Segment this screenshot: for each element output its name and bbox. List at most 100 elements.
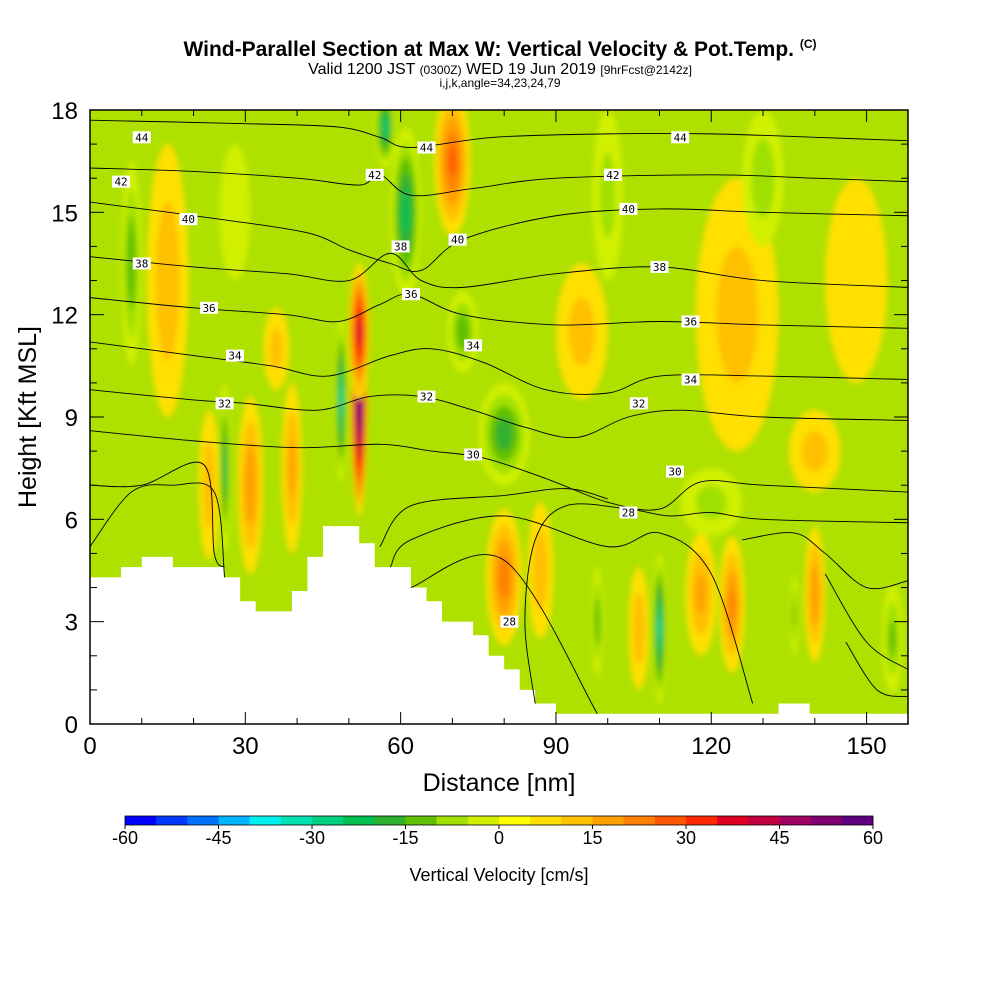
velocity-cell — [244, 445, 257, 525]
theta-label: 30 — [668, 466, 681, 479]
theta-contour-line — [410, 554, 598, 715]
theta-label-box — [112, 175, 131, 188]
velocity-cell — [750, 138, 776, 219]
chart-subtitle: Valid 1200 JST (0300Z) WED 19 Jun 2019 [… — [0, 61, 1000, 79]
colorbar-swatch — [218, 816, 250, 825]
theta-contour-line — [379, 488, 608, 547]
colorbar-swatch — [623, 816, 656, 825]
theta-label: 32 — [218, 397, 231, 410]
theta-label: 44 — [674, 131, 688, 144]
theta-contour-line — [90, 119, 908, 148]
theta-contour-line — [90, 461, 225, 568]
forecast-info: [9hrFcst@2142z] — [600, 63, 692, 77]
colorbar-label: -30 — [299, 828, 325, 848]
theta-label: 34 — [684, 373, 698, 386]
theta-label: 28 — [503, 616, 516, 629]
colorbar-swatch — [125, 816, 157, 825]
colorbar-label: -60 — [112, 828, 138, 848]
chart-title: Wind-Parallel Section at Max W: Vertical… — [0, 37, 1000, 62]
colorbar-label: 60 — [863, 828, 883, 848]
theta-contour-line — [824, 573, 908, 670]
colorbar-swatch — [249, 816, 282, 825]
velocity-cell — [357, 323, 361, 341]
colorbar-swatch — [561, 816, 593, 825]
x-tick-label: 90 — [543, 733, 570, 760]
velocity-cell — [695, 573, 707, 615]
colorbar-swatch — [841, 816, 874, 825]
x-tick-label: 120 — [691, 733, 731, 760]
theta-contour-line — [90, 201, 908, 272]
theta-label: 38 — [394, 240, 407, 253]
colorbar-swatch — [499, 816, 531, 825]
theta-contour-line — [90, 389, 908, 439]
colorbar-swatch — [467, 816, 500, 825]
theta-label-box — [401, 288, 420, 301]
y-tick-label: 6 — [65, 507, 78, 534]
theta-label-box — [132, 131, 151, 144]
colorbar-swatch — [654, 816, 687, 825]
x-tick-label: 30 — [232, 733, 259, 760]
x-tick-label: 60 — [387, 733, 414, 760]
valid-date: WED 19 Jun 2019 — [466, 61, 596, 78]
theta-label-box — [200, 301, 219, 314]
grid-indices: i,j,k,angle=34,23,24,79 — [439, 76, 561, 90]
colorbar-swatch — [592, 816, 624, 825]
colorbar-swatch — [187, 816, 219, 825]
theta-label: 38 — [135, 258, 148, 271]
velocity-cell — [728, 587, 736, 622]
theta-label: 40 — [622, 203, 635, 216]
velocity-cell — [792, 601, 796, 629]
terrain-layer — [90, 526, 908, 724]
y-axis-title: Height [Kft MSL] — [14, 326, 42, 508]
velocity-cell — [155, 200, 180, 361]
theta-contour-line — [90, 167, 908, 197]
theta-label-box — [132, 257, 151, 270]
terrain — [90, 526, 908, 724]
theta-label-box — [179, 213, 198, 226]
theta-label-box — [666, 465, 685, 478]
theta-label-box — [629, 397, 648, 410]
y-tick-label: 12 — [51, 303, 78, 330]
velocity-cell — [599, 152, 616, 238]
velocity-cell — [632, 592, 645, 665]
theta-label-box — [417, 390, 436, 403]
colorbar-label: -15 — [392, 828, 418, 848]
theta-label: 34 — [228, 350, 242, 363]
velocity-cell — [219, 144, 251, 281]
colorbar-swatch — [343, 816, 375, 825]
theta-label: 28 — [622, 507, 635, 520]
colorbar-swatch — [748, 816, 780, 825]
velocity-cell — [495, 417, 513, 451]
theta-label-box — [603, 168, 622, 181]
velocity-cell — [448, 146, 457, 177]
theta-contour-line — [90, 430, 908, 511]
velocity-cell — [401, 187, 411, 237]
colorbar-swatch — [810, 816, 843, 825]
theta-label-box — [500, 615, 519, 628]
velocity-cell — [825, 178, 888, 383]
copyright-mark: (C) — [799, 37, 817, 51]
theta-label-box — [681, 315, 700, 328]
theta-contour-line — [845, 641, 908, 698]
colorbar-swatch — [312, 816, 344, 825]
valid-time: Valid 1200 JST — [308, 61, 416, 78]
theta-label-box — [681, 373, 700, 386]
colorbar-swatch — [530, 816, 562, 825]
theta-contour-line — [90, 482, 226, 578]
y-tick-label: 18 — [51, 98, 78, 125]
x-axis-title: Distance [nm] — [423, 769, 576, 797]
theta-label-box — [365, 168, 384, 181]
theta-label: 40 — [451, 234, 464, 247]
velocity-cell — [889, 620, 896, 657]
velocity-cell — [288, 439, 296, 497]
velocity-cell — [594, 597, 601, 646]
theta-label: 30 — [466, 449, 479, 462]
velocity-cell — [383, 120, 387, 134]
colorbar-label: 0 — [494, 828, 504, 848]
velocity-cell — [223, 451, 226, 486]
colorbar-label: -45 — [205, 828, 231, 848]
velocity-cell — [801, 430, 828, 472]
theta-label-box — [417, 141, 436, 154]
theta-label-box — [448, 233, 467, 246]
